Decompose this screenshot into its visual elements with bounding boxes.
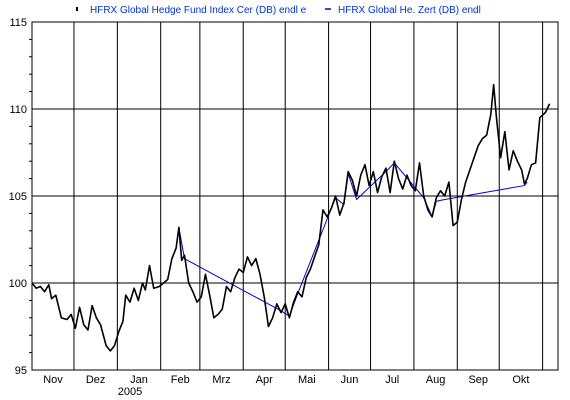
- x-tick-label: Feb: [171, 374, 190, 386]
- legend-label-series-2: HFRX Global He. Zert (DB) endl: [338, 5, 481, 16]
- x-axis: Nov Dez Jan Feb Mrz Apr Mai Jun Jul Aug Sep Okt: [43, 374, 529, 386]
- x-axis-year-label: 2005: [118, 386, 142, 398]
- x-tick-label: Jun: [341, 374, 359, 386]
- y-axis: 95 100 105 110 115: [9, 17, 32, 377]
- legend: HFRX Global Hedge Fund Index Cer (DB) en…: [76, 5, 481, 16]
- y-tick-label: 110: [9, 104, 27, 116]
- x-tick-label: Apr: [256, 374, 273, 386]
- y-tick-label: 95: [15, 365, 27, 377]
- x-tick-label: Dez: [86, 374, 106, 386]
- series-line-2: [178, 162, 528, 317]
- legend-label-series-1: HFRX Global Hedge Fund Index Cer (DB) en…: [90, 5, 307, 16]
- y-tick-label: 100: [9, 278, 27, 290]
- x-tick-label: Sep: [468, 374, 488, 386]
- y-tick-label: 105: [9, 191, 27, 203]
- x-tick-label: Okt: [512, 374, 529, 386]
- series-layer: [31, 83, 551, 352]
- series-line-1: [31, 83, 551, 352]
- grid: [32, 22, 558, 370]
- y-tick-label: 115: [9, 17, 27, 29]
- plot-frame: [31, 21, 559, 371]
- x-tick-label: Mrz: [212, 374, 230, 386]
- x-tick-label: Mai: [298, 374, 316, 386]
- x-tick-label: Aug: [426, 374, 446, 386]
- x-tick-label: Nov: [43, 374, 63, 386]
- x-tick-label: Jan: [130, 374, 148, 386]
- x-tick-label: Jul: [385, 374, 399, 386]
